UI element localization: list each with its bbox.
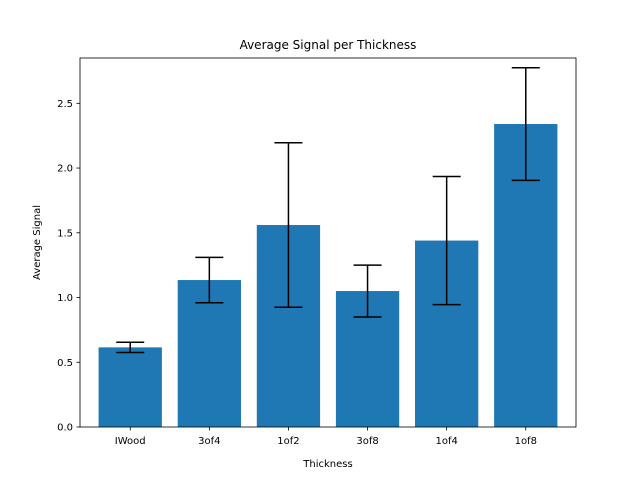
x-tick-label-IWood: IWood [115, 436, 146, 447]
y-tick-label-1: 0.5 [57, 358, 73, 369]
bars-group [98, 124, 558, 427]
x-tick-label-3of8: 3of8 [356, 436, 378, 447]
x-tick-label-1of8: 1of8 [515, 436, 537, 447]
chart-title: Average Signal per Thickness [240, 38, 417, 52]
bar-3of4 [177, 280, 241, 427]
y-tick-label-4: 2.0 [57, 164, 73, 175]
y-tick-label-3: 1.5 [57, 228, 73, 239]
x-axis-label: Thickness [302, 459, 352, 470]
y-tick-label-0: 0.0 [57, 423, 73, 434]
y-tick-label-2: 1.0 [57, 293, 73, 304]
x-tick-label-1of2: 1of2 [277, 436, 299, 447]
x-axis-ticks: IWood 3of4 1of2 3of8 1of4 1of8 [115, 427, 537, 447]
y-axis-ticks: 0.0 0.5 1.0 1.5 2.0 2.5 [57, 99, 80, 434]
plot-frame [79, 57, 577, 428]
bar-IWood [98, 347, 162, 427]
y-tick-label-5: 2.5 [57, 99, 73, 110]
y-axis-label: Average Signal [32, 205, 43, 280]
x-tick-label-1of4: 1of4 [435, 436, 457, 447]
error-bars-group [116, 66, 540, 354]
x-tick-label-3of4: 3of4 [198, 436, 220, 447]
